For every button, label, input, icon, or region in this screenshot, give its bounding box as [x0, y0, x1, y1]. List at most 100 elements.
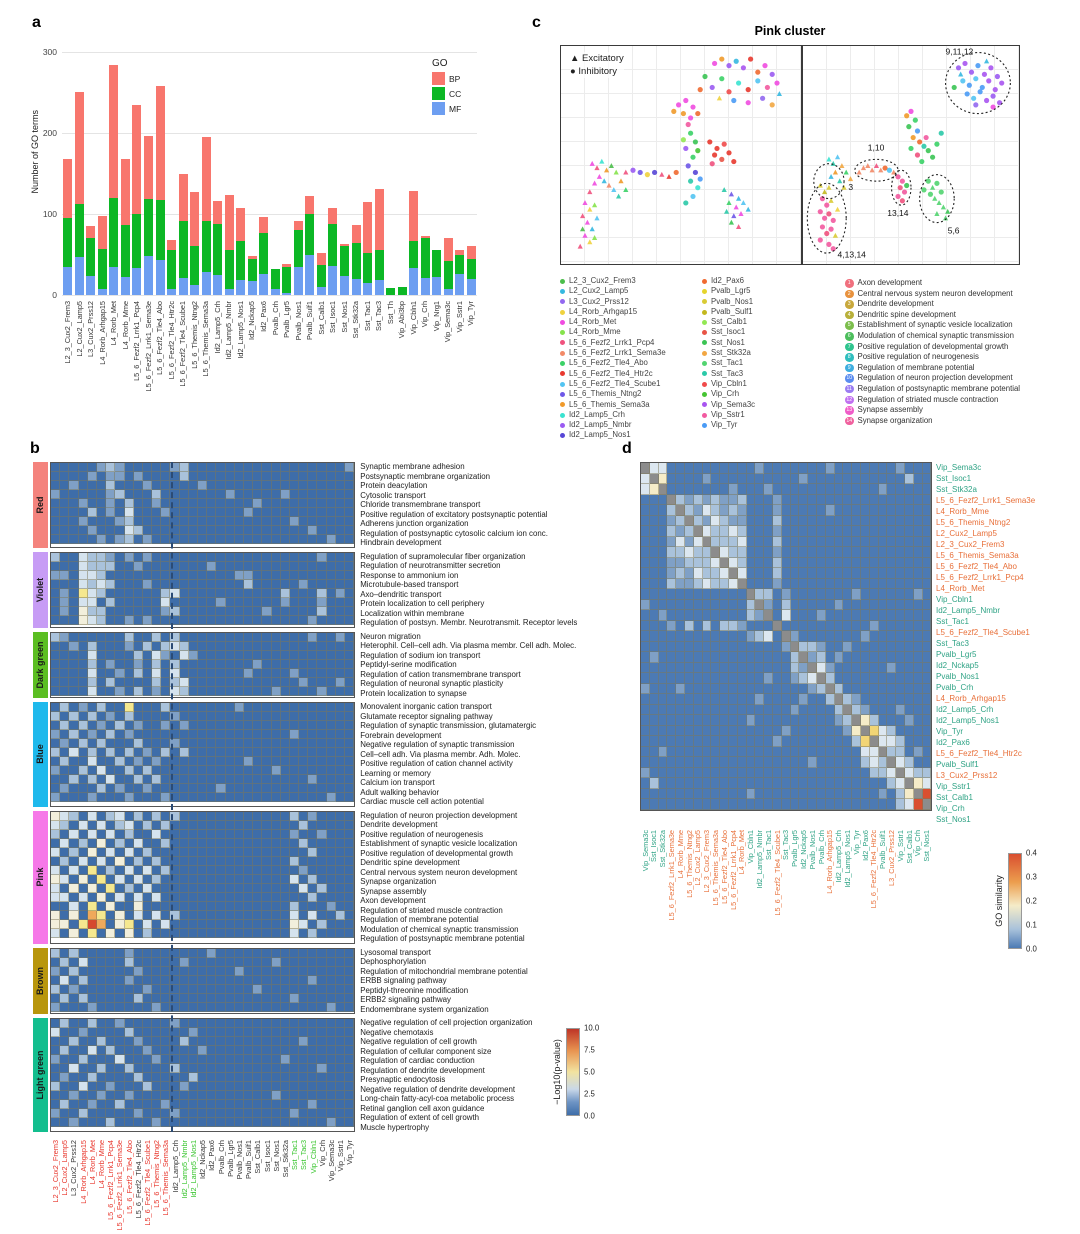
heatmap-cell: [106, 910, 116, 920]
d-x-axis-label: L4_Rorb_Arhgap15: [825, 830, 835, 894]
heatmap-cell: [326, 957, 336, 967]
heatmap-cell: [746, 767, 756, 778]
heatmap-cell: [170, 508, 180, 517]
heatmap-cell: [728, 746, 738, 757]
heatmap-cell: [772, 547, 782, 558]
heatmap-cell: [216, 993, 226, 1003]
heatmap-cell: [198, 1109, 208, 1118]
heatmap-cell: [335, 1037, 345, 1046]
heatmap-cell: [825, 673, 835, 684]
heatmap-cell: [60, 1028, 70, 1037]
heatmap-cell: [667, 473, 677, 484]
heatmap-cell: [188, 535, 198, 544]
heatmap-cell: [335, 481, 345, 490]
heatmap-cell: [317, 561, 327, 571]
heatmap-cell: [808, 757, 817, 768]
b-x-axis-label: Sst_Calb1: [253, 1140, 263, 1174]
heatmap-cell: [262, 829, 272, 839]
heatmap-cell: [289, 966, 300, 976]
heatmap-cell: [142, 1028, 153, 1037]
heatmap-cell: [728, 694, 738, 705]
heatmap-cell: [51, 597, 61, 607]
x-axis-label: Id2_Lamp5_Crh: [212, 301, 222, 354]
heatmap-cell: [78, 1118, 88, 1127]
heatmap-cell: [693, 610, 703, 621]
heatmap-cell: [124, 499, 134, 508]
heatmap-cell: [262, 1019, 272, 1028]
scatter-point-triangle: [934, 211, 940, 216]
heatmap-cell: [78, 811, 88, 821]
heatmap-cell: [887, 683, 897, 694]
heatmap-cell: [728, 568, 738, 579]
heatmap-cell: [161, 1055, 171, 1064]
x-axis-label: L5_6_Fezf2_Tle4_Scube1: [178, 301, 188, 387]
heatmap-cell: [133, 928, 143, 938]
heatmap-cell: [179, 650, 189, 660]
heatmap-cell: [852, 704, 861, 715]
heatmap-cell: [207, 730, 217, 739]
heatmap-cell: [676, 704, 685, 715]
heatmap-cell: [326, 820, 336, 830]
heatmap-cell: [808, 736, 817, 747]
heatmap-cell: [922, 704, 932, 715]
heatmap-cell: [335, 757, 345, 766]
x-axis-label: L5_6_Fezf2_Lrrk1_Pcp4: [132, 301, 142, 381]
heatmap-cell: [78, 784, 88, 793]
heatmap-cell: [317, 948, 327, 958]
heatmap-cell: [243, 1002, 254, 1012]
heatmap-cell: [106, 883, 116, 893]
heatmap-cell: [825, 694, 835, 705]
heatmap-cell: [878, 505, 888, 516]
cell-type-name: Sst_Calb1: [711, 317, 747, 327]
heatmap-cell: [124, 677, 134, 687]
group-color-bar: Light green: [33, 1018, 48, 1132]
heatmap-cell: [188, 892, 198, 902]
heatmap-cell: [216, 650, 226, 660]
go-similarity-heatmap: [640, 462, 933, 811]
heatmap-cell: [764, 631, 773, 642]
go-term-label: Forebrain development: [360, 730, 442, 740]
heatmap-cell: [326, 892, 336, 902]
heatmap-cell: [152, 757, 162, 766]
heatmap-cell: [299, 1073, 309, 1082]
colorbar-tick: 2.5: [584, 1089, 595, 1099]
heatmap-cell: [913, 494, 923, 505]
heatmap-cell: [51, 481, 61, 490]
heatmap-cell: [299, 766, 309, 775]
heatmap-cell: [326, 856, 336, 866]
scatter-point-circle: [683, 200, 689, 206]
scatter-point-circle: [748, 56, 754, 62]
heatmap-cell: [345, 535, 355, 544]
go-term-name: Regulation of postsynaptic membrane pote…: [857, 383, 1021, 393]
heatmap-cell: [317, 892, 327, 902]
heatmap-cell: [299, 668, 309, 678]
heatmap-cell: [808, 610, 817, 621]
heatmap-cell: [913, 662, 923, 673]
bar-segment-BP: [201, 137, 211, 221]
heatmap-cell: [188, 659, 198, 669]
heatmap-cell: [142, 820, 153, 830]
heatmap-cell: [913, 715, 923, 726]
go-term-label: Positive regulation of developmental gro…: [360, 848, 513, 858]
heatmap-cell: [649, 578, 659, 589]
x-axis-label: Vip_Abi3bp: [397, 301, 407, 339]
heatmap-cell: [170, 650, 180, 660]
heatmap-cell: [142, 766, 153, 775]
heatmap-cell: [234, 481, 244, 490]
heatmap-cell: [188, 481, 198, 490]
heatmap-cell: [702, 788, 712, 799]
heatmap-cell: [816, 715, 826, 726]
cell-type-name: Sst_Stk32a: [711, 348, 751, 358]
heatmap-cell: [345, 766, 355, 775]
heatmap-cell: [326, 748, 336, 757]
scatter-point-circle: [921, 143, 927, 149]
heatmap-cell: [234, 730, 244, 739]
bar-segment-MF: [132, 268, 142, 295]
d-row-label: Id2_Lamp5_Nmbr: [936, 606, 1001, 615]
heatmap-cell: [684, 494, 694, 505]
heatmap-cell: [96, 757, 107, 766]
heatmap-cell: [764, 473, 773, 484]
heatmap-cell: [69, 561, 79, 571]
heatmap-cell: [179, 966, 189, 976]
heatmap-cell: [262, 659, 272, 669]
